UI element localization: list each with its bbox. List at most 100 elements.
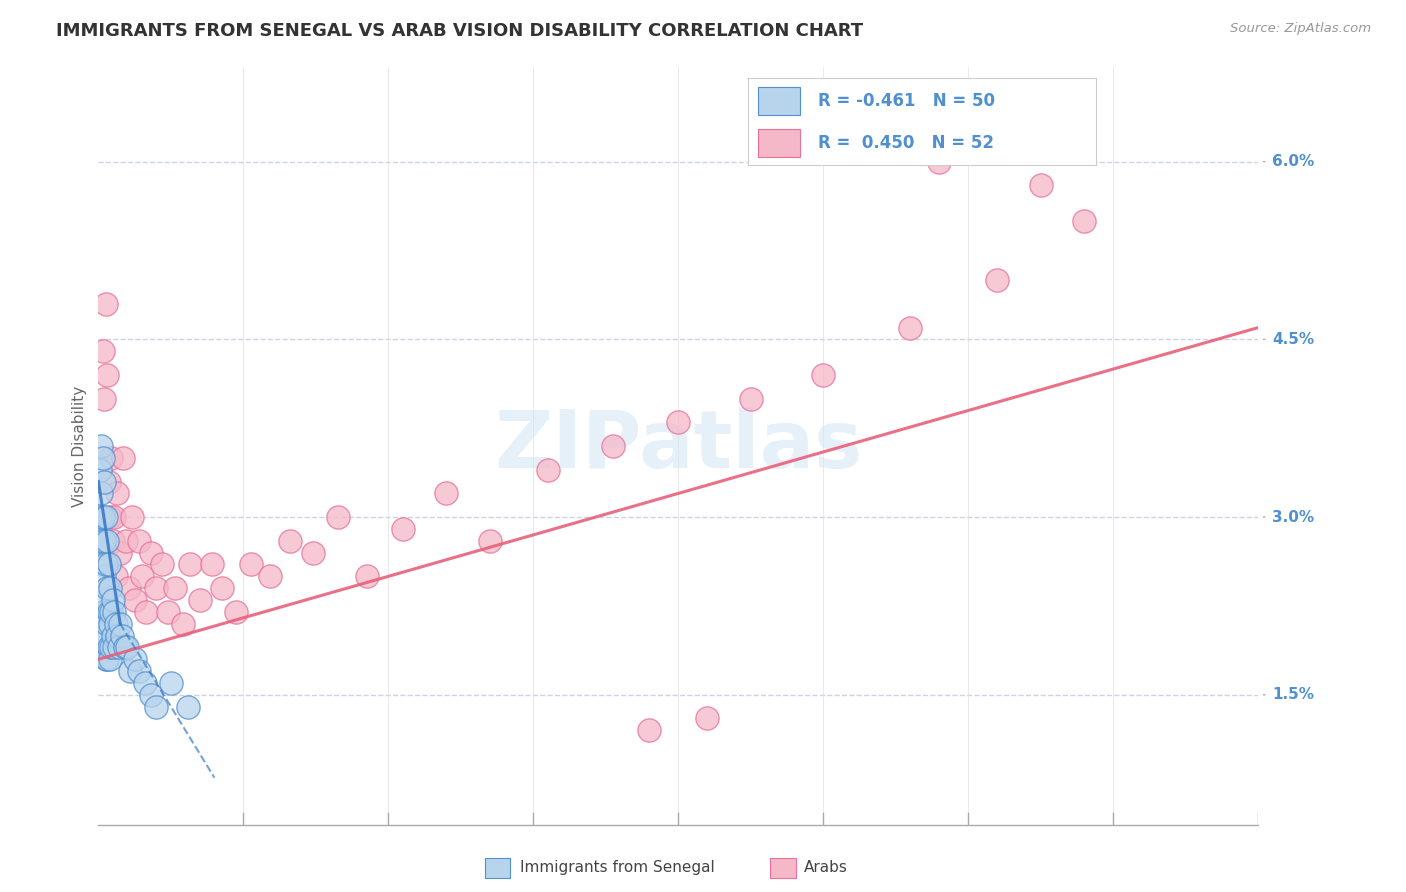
Point — [111, 629, 132, 643]
Point — [150, 558, 173, 572]
Point — [91, 605, 114, 619]
Point — [165, 581, 187, 595]
Point — [117, 640, 139, 655]
Point — [124, 593, 146, 607]
Point — [139, 688, 162, 702]
Point — [135, 605, 157, 619]
Point — [740, 392, 762, 406]
Point — [120, 664, 142, 678]
Point — [94, 652, 117, 666]
Point — [114, 640, 136, 655]
Text: 3.0%: 3.0% — [1272, 509, 1315, 524]
Point — [91, 510, 114, 524]
Point — [813, 368, 835, 382]
Point — [93, 392, 115, 406]
Point — [94, 510, 117, 524]
Point — [103, 605, 125, 619]
Point — [928, 154, 950, 169]
Point — [478, 533, 501, 548]
Point — [89, 510, 111, 524]
Point — [97, 640, 120, 655]
Point — [211, 581, 233, 595]
Point — [602, 439, 624, 453]
Text: ZIPatlas: ZIPatlas — [495, 407, 862, 485]
Point — [103, 510, 125, 524]
Point — [537, 463, 560, 477]
Point — [121, 510, 143, 524]
Point — [134, 676, 156, 690]
Point — [89, 463, 111, 477]
Point — [696, 711, 718, 725]
Point — [172, 616, 194, 631]
Point — [986, 273, 1008, 287]
Point — [115, 533, 138, 548]
Point — [179, 558, 201, 572]
Point — [278, 533, 301, 548]
Point — [157, 605, 180, 619]
Point — [94, 629, 117, 643]
Point — [98, 616, 121, 631]
Point — [124, 652, 146, 666]
Text: Immigrants from Senegal: Immigrants from Senegal — [520, 861, 716, 875]
Point — [105, 486, 128, 500]
Y-axis label: Vision Disability: Vision Disability — [72, 385, 87, 507]
Point — [96, 616, 118, 631]
Point — [638, 723, 661, 738]
Point — [131, 569, 153, 583]
Point — [392, 522, 415, 536]
Point — [1029, 178, 1052, 193]
Point — [145, 581, 167, 595]
Point — [225, 605, 247, 619]
Point — [93, 569, 115, 583]
Point — [128, 533, 150, 548]
Point — [90, 486, 112, 500]
Point — [97, 558, 120, 572]
Point — [666, 415, 689, 429]
Text: Arabs: Arabs — [804, 861, 848, 875]
Point — [101, 593, 124, 607]
Point — [93, 605, 115, 619]
Point — [326, 510, 349, 524]
Point — [239, 558, 262, 572]
Point — [103, 640, 125, 655]
Point — [177, 699, 200, 714]
Point — [93, 533, 115, 548]
Point — [1073, 214, 1095, 228]
Point — [91, 344, 114, 359]
Point — [96, 368, 118, 382]
Point — [100, 640, 122, 655]
Point — [200, 558, 222, 572]
Point — [98, 510, 121, 524]
Point — [105, 629, 128, 643]
Point — [93, 475, 115, 489]
Point — [100, 605, 122, 619]
Point — [90, 533, 112, 548]
Point — [108, 546, 131, 560]
Point — [97, 605, 120, 619]
Point — [94, 558, 117, 572]
Point — [91, 450, 114, 465]
Point — [145, 699, 167, 714]
Point — [96, 652, 118, 666]
Point — [90, 439, 112, 453]
Point — [100, 450, 122, 465]
Point — [96, 581, 118, 595]
Point — [107, 640, 129, 655]
Point — [101, 533, 124, 548]
Point — [302, 546, 325, 560]
Text: 6.0%: 6.0% — [1272, 154, 1315, 169]
Point — [118, 581, 141, 595]
Text: 4.5%: 4.5% — [1272, 332, 1315, 347]
Point — [436, 486, 458, 500]
Point — [160, 676, 183, 690]
Point — [259, 569, 281, 583]
Point — [128, 664, 150, 678]
Point — [98, 581, 121, 595]
Point — [900, 320, 922, 334]
Point — [97, 475, 120, 489]
Point — [104, 569, 127, 583]
Point — [356, 569, 378, 583]
Point — [112, 450, 135, 465]
Point — [96, 533, 118, 548]
Point — [94, 297, 117, 311]
